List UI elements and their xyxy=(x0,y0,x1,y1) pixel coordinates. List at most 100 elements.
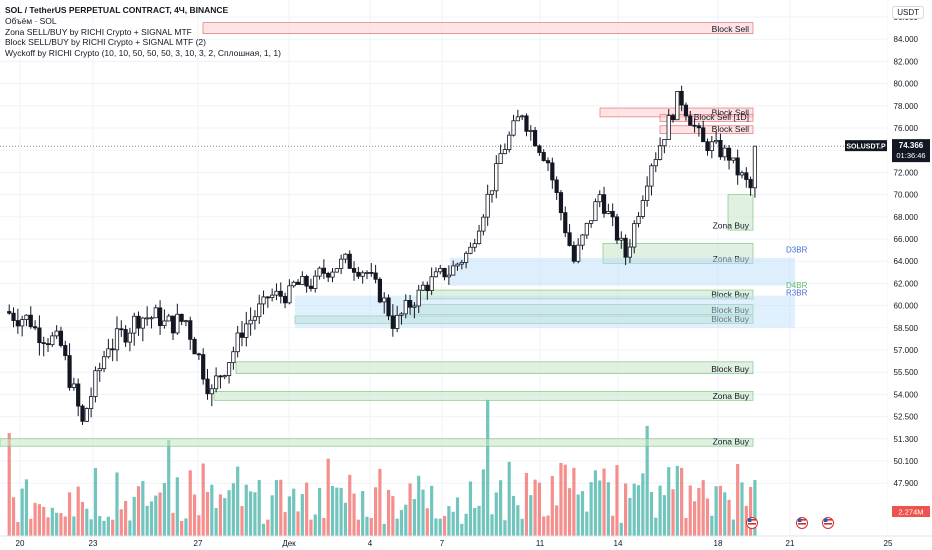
volume-bar xyxy=(705,498,710,536)
candle-body xyxy=(744,172,749,180)
candle-body xyxy=(640,200,645,217)
volume-bar xyxy=(645,425,649,536)
indicator-block-legend[interactable]: Block SELL/BUY by RICHI Crypto + SIGNAL … xyxy=(5,37,206,48)
volume-bar xyxy=(124,501,128,536)
candle-body xyxy=(364,272,370,274)
structure-label: D3BR xyxy=(786,245,808,254)
candle-body xyxy=(606,211,611,214)
volume-bar xyxy=(555,505,559,536)
indicator-zona-legend[interactable]: Zona SELL/BUY by RICHI Crypto + SIGNAL M… xyxy=(5,26,192,37)
candle-body xyxy=(11,312,16,321)
candle-body xyxy=(662,139,667,147)
currency-badge[interactable]: USDT xyxy=(892,6,924,19)
zone-label: Zona Buy xyxy=(713,221,750,231)
candle-body xyxy=(739,172,745,176)
volume-bar xyxy=(386,489,391,536)
candle-body xyxy=(731,157,736,161)
candle-body xyxy=(403,300,408,315)
candle-body xyxy=(265,296,270,299)
volume-bar xyxy=(740,482,744,536)
indicator-wyckoff-legend[interactable]: Wyckoff by RICHI Crypto (10, 10, 50, 50,… xyxy=(5,48,281,59)
y-tick-label: 54.000 xyxy=(894,390,919,399)
candle-body xyxy=(7,311,12,314)
candle-body xyxy=(589,220,594,224)
volume-bar xyxy=(602,468,606,536)
us-flag-icon-stripe xyxy=(748,519,756,521)
candle-body xyxy=(649,165,654,187)
candle-body xyxy=(339,258,344,269)
volume-bar xyxy=(132,496,136,536)
zone-label: Block Sell xyxy=(712,124,749,134)
candle-body xyxy=(433,271,439,278)
volume-bar xyxy=(473,507,477,536)
symbol-title[interactable]: SOL / TetherUS PERPETUAL CONTRACT, 4Ч, B… xyxy=(5,5,229,15)
volume-bar xyxy=(736,463,740,536)
zone-sell xyxy=(659,125,754,134)
candle-body xyxy=(485,193,490,218)
volume-bar xyxy=(223,498,227,536)
candle-body xyxy=(239,332,245,338)
volume-bar xyxy=(335,487,339,536)
candle-body xyxy=(692,124,697,127)
candle-body xyxy=(192,338,197,355)
candle-body xyxy=(274,290,279,296)
candle-body xyxy=(24,314,29,320)
candle-body xyxy=(701,127,706,143)
volume-bar xyxy=(434,518,438,536)
candle-body xyxy=(140,317,145,329)
volume-bar xyxy=(455,497,460,536)
volume-legend[interactable]: Объём · SOL xyxy=(5,15,57,26)
volume-bar xyxy=(253,492,257,536)
volume-bar xyxy=(180,521,184,536)
volume-bar xyxy=(723,492,727,536)
volume-bar xyxy=(339,487,343,536)
structure-label: R3BR xyxy=(786,289,808,298)
candle-body xyxy=(175,313,180,334)
volume-bar xyxy=(615,465,619,536)
price-axis[interactable]: 86.00084.00082.00080.00078.00076.00074.0… xyxy=(845,0,932,550)
candle-body xyxy=(735,157,740,176)
volume-bar xyxy=(524,472,529,536)
volume-bar xyxy=(80,502,85,536)
volume-bar xyxy=(240,506,244,536)
volume-bar xyxy=(330,485,335,536)
candle-body xyxy=(50,335,55,346)
volume-bars xyxy=(7,399,757,536)
volume-bar xyxy=(567,488,572,536)
zone-label: Block Buy xyxy=(711,289,750,299)
candle-body xyxy=(416,289,421,307)
volume-bar xyxy=(214,508,218,536)
volume-bar xyxy=(395,518,399,536)
candle-body xyxy=(153,307,158,319)
candle-body xyxy=(472,243,477,248)
volume-bar xyxy=(753,480,757,536)
volume-bar xyxy=(529,495,533,536)
volume-bar xyxy=(292,488,296,536)
candle-body xyxy=(63,345,68,357)
candle-body xyxy=(752,145,758,189)
candle-body xyxy=(330,271,335,278)
volume-bar xyxy=(197,515,201,536)
y-tick-label: 70.000 xyxy=(894,191,919,200)
volume-bar xyxy=(76,486,80,536)
candle-body xyxy=(481,216,486,232)
volume-bar xyxy=(447,506,451,536)
volume-bar xyxy=(546,515,550,536)
volume-bar xyxy=(671,489,675,536)
candle-body xyxy=(334,268,339,273)
volume-bar xyxy=(710,515,714,536)
volume-bar xyxy=(632,483,636,536)
volume-bar xyxy=(667,467,671,536)
time-axis[interactable]: 20 23 27 Дек 4 7 11 14 18 21 25 xyxy=(0,517,932,550)
volume-bar xyxy=(641,473,645,536)
candle-body xyxy=(726,147,732,161)
volume-bar xyxy=(210,484,214,536)
candle-body xyxy=(270,294,275,298)
candle-body xyxy=(520,115,525,118)
y-tick-label: 82.000 xyxy=(894,57,919,66)
volume-bar xyxy=(714,486,718,536)
zone-label: Block Buy xyxy=(711,364,750,374)
volume-bar xyxy=(451,511,455,536)
